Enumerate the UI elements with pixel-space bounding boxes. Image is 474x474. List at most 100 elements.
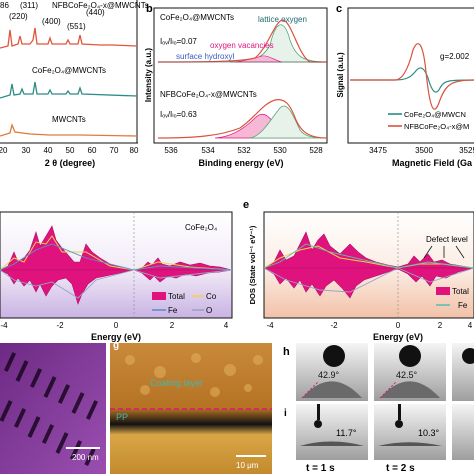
peak-label-440: (440) — [86, 8, 105, 17]
panel-c-frame — [347, 7, 474, 144]
droplet-h2 — [399, 345, 421, 367]
epr-g-label: g=2.002 — [440, 52, 470, 61]
panel-e-frame — [263, 211, 474, 319]
xrd-nfbcofe2o4-curve — [0, 27, 138, 49]
panel-b-xtick: 528 — [309, 146, 323, 155]
xps-top-vacancy-fill — [234, 55, 283, 63]
dos-d-total-upper — [0, 225, 233, 271]
drop-i2 — [395, 420, 403, 428]
sem-f-scale-label: 200 nm — [72, 453, 99, 462]
peak-label-220: (220) — [9, 12, 28, 21]
panel-e-xtick: 2 — [438, 321, 443, 330]
panel-b-xtick: 532 — [237, 146, 251, 155]
panel-e-xtick: -2 — [330, 321, 338, 330]
panel-d-xtick: 4 — [224, 321, 229, 330]
sem-g-coating-label: Coating layer — [150, 378, 203, 388]
epr-nfb-curve — [350, 43, 474, 110]
xps-bottom-title: NFBCoFe₂O₄-x@MWCNTs — [160, 90, 257, 99]
panel-h: h 42.9° 42.5° — [283, 343, 474, 401]
sem-g-pp-label: PP — [116, 412, 128, 422]
dos-d-legend-o: O — [206, 306, 212, 315]
sem-g-scale-label: 10 μm — [236, 461, 259, 470]
dos-d-legend-co: Co — [206, 292, 217, 301]
panel-b-xtick: 536 — [164, 146, 178, 155]
needle-i1 — [317, 404, 320, 420]
panel-h-letter: h — [283, 346, 290, 358]
panel-e-ylabel: DOS (State vol⁻¹ eV⁻¹) — [248, 225, 257, 304]
panel-e-xtick: 4 — [468, 321, 473, 330]
panel-c-xtick: 3475 — [369, 146, 387, 155]
defect-arrow — [423, 245, 433, 259]
panel-d: CoFe₂O₄ Total Co Fe O -4 -2 0 2 4 Energy… — [0, 211, 233, 342]
time-label-i1: t = 1 s — [306, 463, 335, 474]
panel-a-xtick: 50 — [66, 146, 75, 155]
dos-e-total-lower — [262, 267, 474, 299]
panel-d-xtick: -4 — [0, 321, 8, 330]
dos-d-legend-swatch-total — [152, 292, 166, 300]
panel-d-frame — [0, 211, 233, 319]
xrd-series-label-mwcnts: MWCNTs — [52, 115, 86, 124]
panel-i: i 11.7° 10.3° t = 1 s t = 2 s — [284, 404, 474, 474]
panel-a-xlabel: 2 θ (degree) — [45, 158, 95, 168]
panel-d-xtick: 0 — [114, 321, 119, 330]
panel-c-ylabel: Signal (a.u.) — [336, 52, 345, 98]
contact-angle-i2: 10.3° — [418, 428, 440, 438]
dos-d-o-curve — [0, 269, 233, 299]
dos-d-co-curve — [0, 235, 233, 271]
xps-lattice-label: lattice oxygen — [258, 15, 307, 24]
panel-e-letter: e — [243, 199, 249, 211]
dos-d-legend-fe: Fe — [168, 306, 178, 315]
panel-d-xtick: -2 — [56, 321, 64, 330]
needle-i2 — [398, 404, 401, 420]
xps-top-ratio: Iₒᵥ/Iₗₒ=0.07 — [160, 37, 197, 46]
sem-f-pores — [0, 352, 99, 467]
xps-hydroxyl-label: surface hydroxyl — [176, 52, 234, 61]
peak-label-86: 86 — [0, 1, 9, 10]
panel-c-xtick: 3500 — [415, 146, 433, 155]
dos-e-legend-fe: Fe — [458, 301, 468, 310]
panel-f: 200 nm — [0, 343, 106, 474]
panel-b-xtick: 530 — [273, 146, 287, 155]
panel-a-xtick: 80 — [130, 146, 139, 155]
panel-d-material-label: CoFe₂O₄ — [185, 223, 217, 232]
panel-b-xtick: 534 — [201, 146, 215, 155]
time-label-i2: t = 2 s — [386, 463, 415, 474]
xps-bottom-lattice-fill — [249, 105, 328, 139]
xrd-series-label-cofe2o4: CoFe₂O₄@MWCNTs — [32, 66, 106, 75]
dos-d-total-lower — [0, 269, 233, 305]
panel-e-xtick: 0 — [396, 321, 401, 330]
panel-a-xtick: 40 — [44, 146, 53, 155]
xps-vacancy-label: oxygen vacancies — [210, 41, 274, 50]
spread-drop-i1 — [300, 441, 364, 446]
panel-b-ylabel: Intensity (a.u.) — [144, 48, 153, 103]
peak-label-400: (400) — [42, 17, 61, 26]
xrd-mwcnts-curve — [0, 122, 138, 137]
contact-i1-frame — [296, 404, 368, 460]
xps-top-envelope — [157, 19, 327, 63]
panel-c: c Signal (a.u.) g=2.002 CoFe₂O₄@MWCN NFB… — [336, 3, 474, 168]
peak-label-311: (311) — [20, 1, 38, 10]
panel-a: 86 (311) (220) (400) (440) (551) NFBCoFe… — [0, 0, 149, 168]
panel-d-xlabel: Energy (eV) — [91, 332, 141, 342]
panel-a-xtick: 30 — [22, 146, 31, 155]
panel-c-letter: c — [336, 3, 342, 15]
dos-e-legend-total: Total — [452, 287, 469, 296]
dos-e-fe-curve — [263, 243, 474, 269]
drop-i1 — [314, 420, 322, 428]
xps-top-title: CoFe₂O₄@MWCNTs — [160, 13, 234, 22]
epr-cofe2o4-curve — [350, 67, 474, 93]
peak-label-551: (551) — [67, 22, 86, 31]
contact-i3-frame — [452, 404, 474, 460]
xps-bottom-ratio: Iₒᵥ/Iₗₒ=0.63 — [160, 110, 197, 119]
sem-g-texture — [125, 353, 263, 397]
defect-level-label: Defect level — [426, 235, 468, 244]
panel-e: e DOS (State vol⁻¹ eV⁻¹) Defect level To… — [243, 199, 474, 342]
droplet-h1 — [323, 345, 345, 367]
sem-f-image — [0, 343, 106, 474]
dos-d-legend-total: Total — [168, 292, 185, 301]
panel-b-frame — [153, 7, 328, 144]
droplet-h3 — [462, 348, 474, 364]
panel-a-xtick: 70 — [110, 146, 119, 155]
dos-e-co-curve — [263, 245, 474, 269]
